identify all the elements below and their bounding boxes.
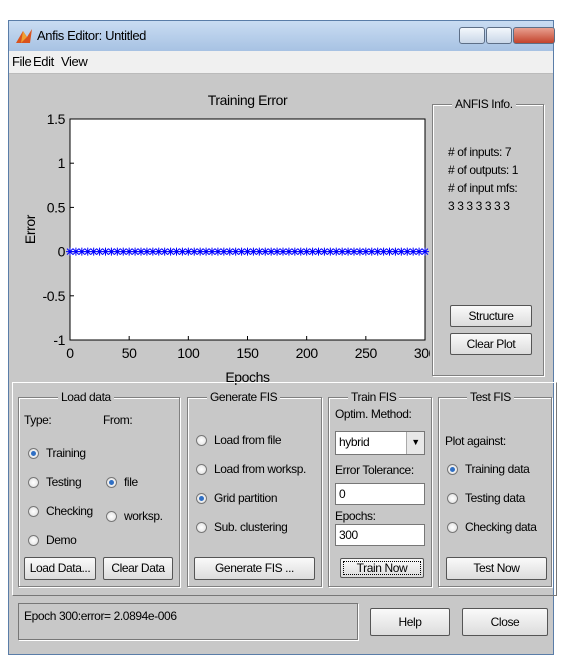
- clear-plot-button[interactable]: Clear Plot: [450, 333, 532, 355]
- tolerance-input[interactable]: 0: [335, 483, 425, 505]
- y-tick-label: -1: [53, 332, 65, 348]
- clear-data-button[interactable]: Clear Data: [103, 557, 173, 580]
- radio-button[interactable]: [28, 448, 39, 459]
- radio-button[interactable]: [196, 435, 207, 446]
- x-tick-label: 50: [122, 345, 137, 361]
- maximize-button[interactable]: [486, 27, 512, 44]
- label: From:: [103, 413, 132, 427]
- y-tick-label: 1: [58, 155, 66, 171]
- radio-label: Training: [46, 446, 86, 460]
- info-line: # of input mfs:: [448, 179, 542, 197]
- y-tick-label: 1.5: [47, 111, 66, 127]
- info-line: 3 3 3 3 3 3 3: [448, 197, 542, 215]
- radio-button[interactable]: [196, 493, 207, 504]
- load-data-button[interactable]: Load Data...: [24, 557, 96, 580]
- label: Plot against:: [445, 434, 506, 448]
- y-tick-label: -0.5: [42, 288, 65, 304]
- radio-button[interactable]: [106, 511, 117, 522]
- x-tick-label: 250: [355, 345, 378, 361]
- radio-label: Checking data: [465, 520, 537, 534]
- radio-button[interactable]: [447, 493, 458, 504]
- radio-label: Training data: [465, 462, 529, 476]
- radio-label: Testing: [46, 475, 81, 489]
- radio-label: Checking: [46, 504, 93, 518]
- info-text: # of inputs: 7# of outputs: 1# of input …: [448, 143, 542, 215]
- x-tick-label: 150: [236, 345, 259, 361]
- y-axis-label: Error: [22, 214, 38, 244]
- plot-area: [70, 119, 425, 340]
- radio-button[interactable]: [447, 522, 458, 533]
- radio-button[interactable]: [28, 477, 39, 488]
- info-line: # of outputs: 1: [448, 161, 542, 179]
- app-icon: [15, 27, 33, 45]
- x-tick-label: 300: [414, 345, 430, 361]
- epochs-input[interactable]: 300: [335, 524, 425, 546]
- radio-button[interactable]: [28, 506, 39, 517]
- train-now-button[interactable]: Train Now: [340, 558, 424, 578]
- page: {"window": {"title": "Anfis Editor: Unti…: [0, 0, 561, 659]
- help-button[interactable]: Help: [370, 608, 450, 636]
- panel-title: Generate FIS: [207, 390, 280, 404]
- label: Error Tolerance:: [335, 463, 414, 477]
- radio-label: Grid partition: [214, 491, 277, 505]
- x-tick-label: 0: [66, 345, 74, 361]
- panel-title: ANFIS Info.: [452, 97, 516, 111]
- radio-label: worksp.: [124, 509, 163, 523]
- minimize-button[interactable]: [459, 27, 485, 44]
- select-value: hybrid: [339, 435, 369, 449]
- method-select[interactable]: hybrid ▼: [335, 431, 425, 455]
- menu-item[interactable]: Edit: [33, 54, 54, 69]
- radio-button[interactable]: [106, 477, 117, 488]
- label: Type:: [24, 413, 51, 427]
- chart: Training ErrorEpochsError-1-0.500.511.50…: [10, 85, 430, 385]
- radio-label: Demo: [46, 533, 76, 547]
- radio-button[interactable]: [196, 522, 207, 533]
- y-tick-label: 0: [58, 244, 66, 260]
- data-point: [421, 248, 429, 256]
- radio-label: Testing data: [465, 491, 525, 505]
- test-now-button[interactable]: Test Now: [446, 557, 547, 580]
- structure-button[interactable]: Structure: [450, 305, 532, 327]
- menu-item[interactable]: File: [12, 54, 31, 69]
- info-line: # of inputs: 7: [448, 143, 542, 161]
- label: Epochs:: [335, 509, 376, 523]
- status-text: Epoch 300:error= 2.0894e-006: [24, 609, 177, 623]
- radio-button[interactable]: [28, 535, 39, 546]
- x-tick-label: 100: [177, 345, 200, 361]
- chart-title: Training Error: [208, 92, 288, 108]
- radio-label: Sub. clustering: [214, 520, 287, 534]
- panel-title: Test FIS: [467, 390, 514, 404]
- menu-bar: [9, 51, 553, 74]
- menu-item[interactable]: View: [61, 54, 87, 69]
- dropdown-arrow: ▼: [406, 432, 424, 454]
- panel-title: Train FIS: [348, 390, 399, 404]
- radio-button[interactable]: [196, 464, 207, 475]
- radio-button[interactable]: [447, 464, 458, 475]
- close-window-button[interactable]: [513, 27, 555, 44]
- window-title: Anfis Editor: Untitled: [37, 28, 146, 43]
- generate-fis-button[interactable]: Generate FIS ...: [194, 557, 315, 580]
- panel-title: Load data: [58, 390, 114, 404]
- x-tick-label: 200: [296, 345, 319, 361]
- radio-label: Load from file: [214, 433, 281, 447]
- radio-label: file: [124, 475, 138, 489]
- close-button[interactable]: Close: [462, 608, 548, 636]
- y-tick-label: 0.5: [47, 199, 66, 215]
- radio-label: Load from worksp.: [214, 462, 306, 476]
- label: Optim. Method:: [335, 407, 411, 421]
